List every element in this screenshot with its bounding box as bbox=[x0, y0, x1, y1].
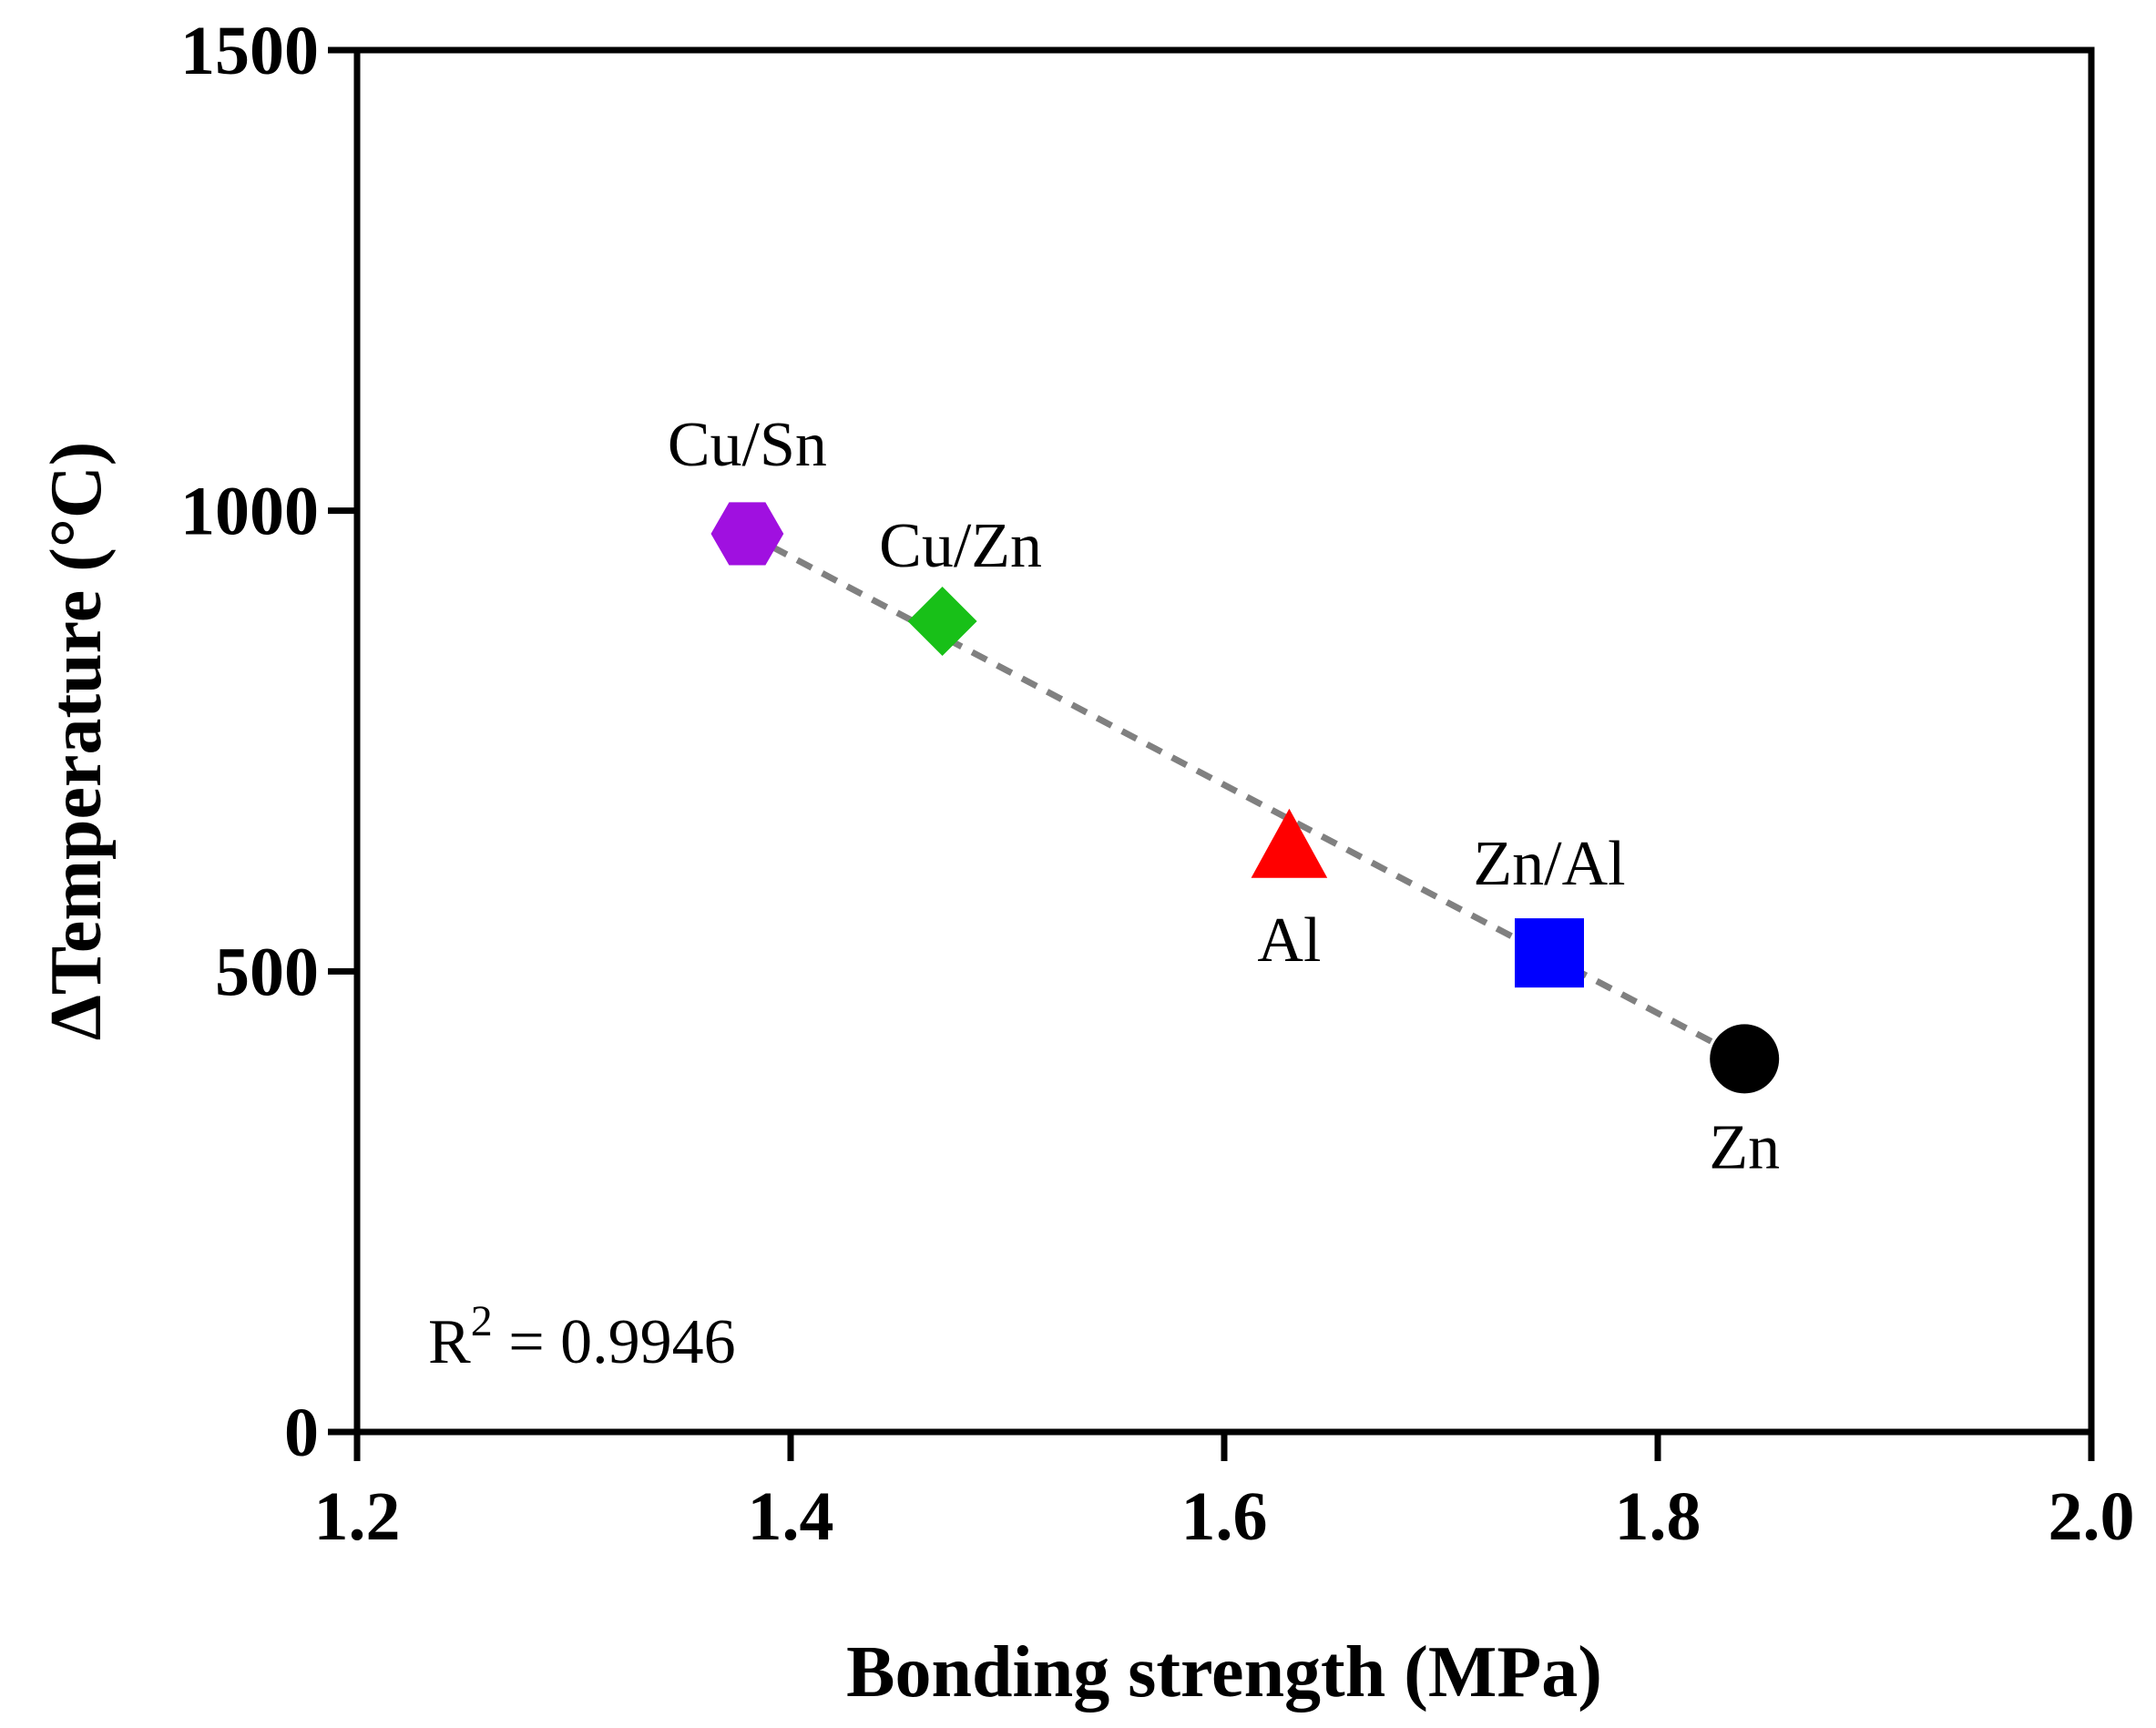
x-tick-label: 1.2 bbox=[314, 1478, 401, 1555]
point-zn-label: Zn bbox=[1709, 1112, 1780, 1182]
x-tick-label: 2.0 bbox=[2049, 1478, 2135, 1555]
r2-value: = 0.9946 bbox=[493, 1307, 736, 1377]
r-squared-annotation: R2 = 0.9946 bbox=[428, 1297, 736, 1377]
point-al-label: Al bbox=[1257, 905, 1321, 976]
x-tick-label: 1.4 bbox=[748, 1478, 834, 1555]
y-tick-label: 1500 bbox=[180, 13, 319, 89]
point-cu-zn bbox=[907, 587, 977, 657]
point-labels-layer: Cu/Sn Cu/Zn Al Zn/Al Zn bbox=[668, 410, 1780, 1182]
y-ticks: 0 500 1000 1500 bbox=[180, 13, 357, 1471]
point-cu-zn-label: Cu/Zn bbox=[879, 511, 1042, 581]
y-tick-label: 500 bbox=[215, 934, 319, 1010]
x-tick-label: 1.6 bbox=[1181, 1478, 1268, 1555]
trendline bbox=[745, 530, 1746, 1062]
axes-layer bbox=[353, 46, 2095, 1436]
x-ticks: 1.2 1.4 1.6 1.8 2.0 bbox=[314, 1432, 2135, 1555]
r2-prefix: R bbox=[428, 1307, 471, 1377]
y-axis-title: ΔTemperature (°C) bbox=[36, 442, 117, 1041]
x-tick-label: 1.8 bbox=[1615, 1478, 1701, 1555]
point-cu-sn-label: Cu/Sn bbox=[668, 410, 827, 480]
point-zn-al bbox=[1515, 918, 1584, 988]
y-tick-label: 0 bbox=[284, 1395, 319, 1471]
point-cu-sn bbox=[710, 502, 784, 566]
point-al bbox=[1251, 808, 1328, 878]
point-zn bbox=[1710, 1024, 1780, 1094]
point-zn-al-label: Zn/Al bbox=[1473, 829, 1625, 899]
r2-exponent: 2 bbox=[471, 1297, 493, 1345]
points-layer bbox=[710, 502, 1780, 1094]
y-tick-label: 1000 bbox=[180, 474, 319, 550]
plot-frame bbox=[353, 46, 2095, 1436]
x-axis-title: Bonding strength (MPa) bbox=[846, 1632, 1602, 1713]
trendline-layer bbox=[745, 530, 1746, 1062]
